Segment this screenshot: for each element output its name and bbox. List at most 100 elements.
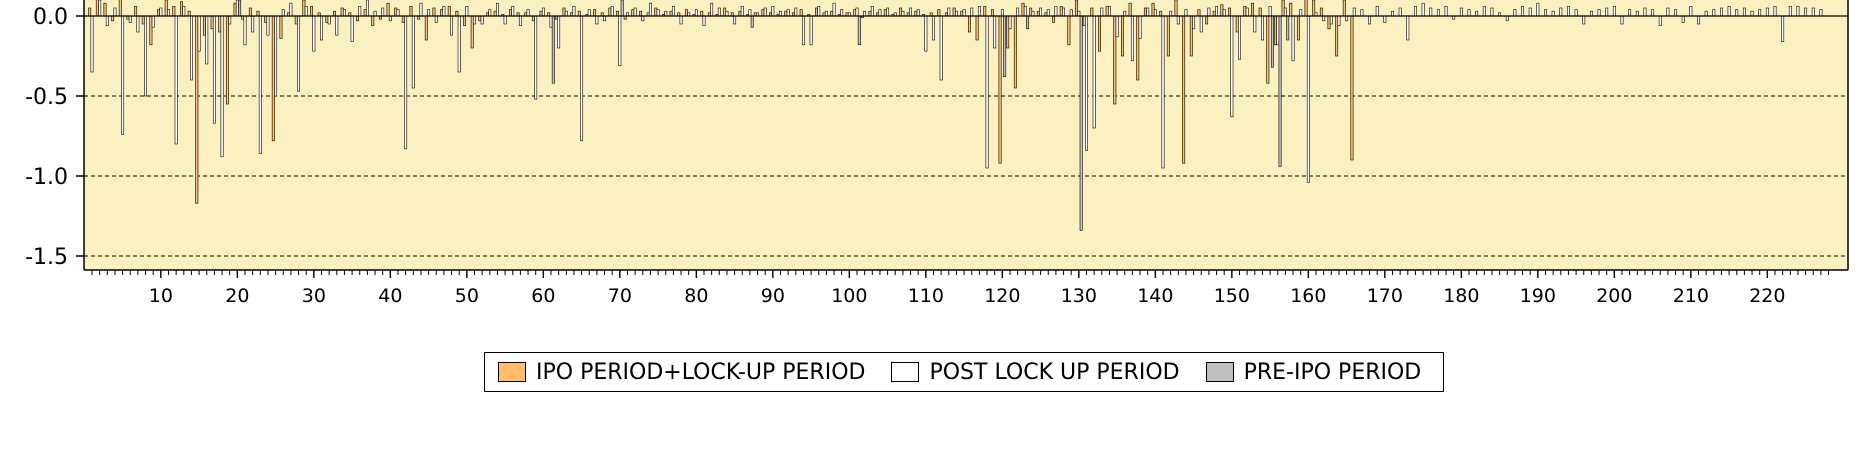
bar-2-19	[228, 15, 232, 25]
bar-2-105	[886, 7, 890, 17]
x-tick-label: 180	[1443, 285, 1479, 307]
bar-2-2	[98, 0, 102, 17]
bar-1-141	[1159, 10, 1163, 17]
x-tick-label: 10	[149, 285, 173, 307]
x-tick-label: 190	[1520, 285, 1556, 307]
bar-1-146	[1197, 9, 1201, 17]
bar-2-6	[128, 15, 132, 23]
x-tick-label: 150	[1214, 285, 1250, 307]
bar-2-178	[1444, 6, 1448, 17]
legend-swatch-pre-ipo	[1205, 362, 1234, 382]
bar-2-3	[105, 15, 109, 26]
bar-2-8	[144, 15, 147, 97]
x-tick-label: 100	[831, 285, 867, 307]
bar-1-18	[218, 15, 222, 33]
bar-2-25	[274, 15, 278, 97]
bar-2-154	[1261, 15, 1264, 41]
bar-2-103	[870, 6, 874, 17]
bar-2-104	[878, 9, 882, 17]
bar-2-46	[434, 15, 438, 23]
bar-1-56	[508, 9, 512, 17]
bar-1-52	[478, 15, 482, 22]
bar-1-155	[1266, 15, 1270, 84]
bar-2-125	[1039, 7, 1043, 17]
bar-2-223	[1788, 6, 1792, 17]
bar-2-193	[1559, 7, 1563, 17]
bar-2-123	[1023, 6, 1027, 17]
bar-1-36	[355, 15, 359, 22]
bar-2-35	[350, 15, 354, 42]
bar-2-118	[985, 15, 989, 169]
bar-2-176	[1429, 7, 1433, 17]
bar-2-101	[855, 7, 859, 17]
bar-1-48	[447, 6, 451, 17]
bar-2-16	[205, 15, 209, 65]
bar-1-5	[118, 0, 122, 17]
bar-2-215	[1727, 6, 1731, 17]
bar-2-130	[1077, 10, 1081, 17]
bar-1-135	[1113, 15, 1117, 105]
x-tick-label: 50	[455, 285, 479, 307]
bar-1-103	[868, 10, 872, 17]
bar-2-102	[863, 10, 867, 17]
bar-2-214	[1720, 7, 1723, 17]
bar-2-53	[488, 9, 492, 17]
bar-2-111	[932, 15, 935, 41]
bar-2-115	[962, 9, 966, 17]
bar-2-204	[1643, 7, 1647, 17]
bar-1-127	[1052, 15, 1056, 23]
bar-2-58	[526, 9, 530, 17]
bar-2-94	[801, 15, 805, 46]
bar-1-116	[967, 15, 971, 33]
bar-1-20	[233, 2, 237, 17]
bar-1-94	[799, 9, 803, 17]
bar-2-91	[779, 10, 782, 17]
bar-1-16	[203, 15, 206, 36]
bar-2-210	[1689, 6, 1693, 17]
bar-2-134	[1108, 6, 1111, 17]
bar-2-76	[664, 10, 668, 17]
bar-2-97	[824, 10, 828, 17]
bar-2-137	[1130, 15, 1134, 62]
bar-2-42	[404, 15, 408, 150]
bar-2-82	[710, 2, 714, 17]
bar-3-70	[620, 0, 624, 17]
bar-1-121	[1006, 15, 1010, 49]
bar-2-126	[1046, 9, 1050, 17]
bar-2-77	[671, 6, 675, 17]
bar-1-159	[1296, 15, 1300, 41]
bar-1-107	[899, 7, 903, 17]
bar-1-157	[1281, 0, 1285, 17]
bar-2-12	[174, 15, 178, 145]
bar-2-38	[373, 10, 377, 17]
bar-2-167	[1360, 9, 1364, 17]
bar-1-22	[248, 7, 252, 17]
bar-1-147	[1205, 15, 1209, 25]
bar-2-66	[587, 9, 591, 17]
bar-2-116	[970, 7, 974, 17]
bar-2-181	[1467, 9, 1471, 17]
x-tick-label: 120	[984, 285, 1020, 307]
bar-2-73	[641, 15, 645, 22]
bar-1-123	[1021, 2, 1025, 17]
bar-1-165	[1342, 0, 1346, 17]
legend-label-pre-ipo: PRE-IPO PERIOD	[1243, 359, 1422, 385]
bar-1-3	[103, 2, 107, 17]
bar-1-149	[1220, 4, 1224, 17]
bar-2-196	[1582, 15, 1586, 25]
bar-2-192	[1551, 10, 1555, 17]
bar-1-54	[493, 10, 497, 17]
bar-2-120	[1000, 9, 1004, 17]
bar-2-92	[786, 9, 790, 17]
bar-1-40	[386, 2, 390, 17]
bar-1-38	[371, 15, 375, 26]
legend-label-ipo-lockup: IPO PERIOD+LOCK-UP PERIOD	[536, 359, 866, 385]
bar-1-46	[432, 7, 436, 17]
bar-2-173	[1406, 15, 1410, 41]
x-tick-label: 110	[908, 285, 944, 307]
bar-1-81	[700, 10, 704, 17]
bar-2-98	[832, 2, 836, 17]
bar-2-190	[1536, 2, 1540, 17]
x-tick-label: 220	[1749, 285, 1785, 307]
bar-2-61	[549, 15, 553, 28]
